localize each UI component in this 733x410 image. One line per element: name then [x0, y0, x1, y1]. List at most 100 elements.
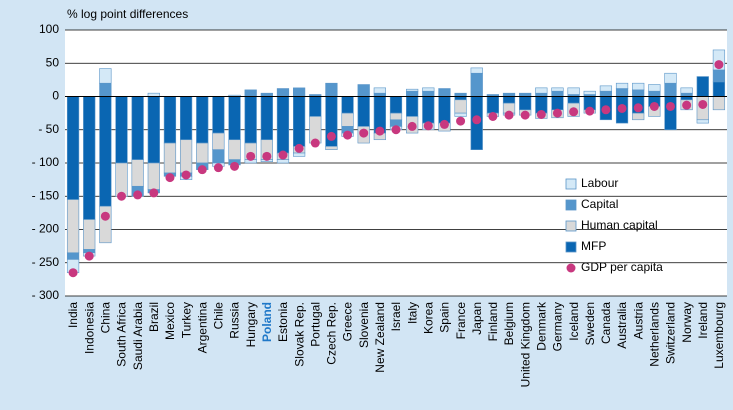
bar-segment	[648, 84, 661, 92]
x-tick-label: Israel	[389, 302, 403, 331]
x-tick-label: Switzerland	[664, 302, 678, 364]
x-tick-label: Korea	[421, 302, 435, 334]
bar-segment	[179, 96, 193, 141]
legend-label: Human capital	[581, 218, 658, 232]
x-tick-label: India	[66, 302, 80, 328]
bar-segment	[502, 96, 516, 104]
gdp-dot	[278, 150, 288, 160]
x-tick-label: Portugal	[308, 302, 322, 347]
x-tick-label: Italy	[405, 302, 419, 324]
x-tick-label: Saudi Arabia	[131, 302, 145, 370]
gdp-dot	[84, 251, 94, 261]
bar-segment	[519, 96, 532, 111]
bar-segment	[438, 96, 451, 124]
gdp-dot	[213, 163, 223, 173]
bar-segment	[535, 87, 548, 94]
gdp-dot	[310, 138, 320, 148]
bar-segment	[615, 82, 629, 89]
bar-segment	[389, 96, 403, 114]
gdp-dot	[601, 105, 611, 115]
bar-segment	[66, 199, 80, 254]
x-tick-label: Chile	[212, 302, 226, 330]
x-tick-label: Canada	[599, 302, 613, 344]
bar-segment	[115, 162, 128, 197]
bar-segment	[373, 87, 386, 94]
bar-segment	[228, 96, 241, 141]
bar-segment	[99, 82, 112, 97]
gdp-dot	[536, 109, 546, 119]
bar-segment	[276, 96, 290, 154]
y-axis-label: % log point differences	[67, 7, 188, 21]
bar-segment	[99, 68, 112, 84]
x-tick-label: Brazil	[147, 302, 161, 332]
bar-segment	[228, 139, 241, 160]
x-tick-label: Ireland	[696, 302, 710, 339]
bar-segment	[406, 96, 419, 117]
x-tick-label: Poland	[260, 302, 274, 342]
bar-segment	[406, 90, 419, 97]
bar-segment	[583, 90, 596, 95]
gdp-dot	[472, 115, 482, 125]
x-tick-label: Austria	[631, 302, 645, 340]
legend-label: Labour	[581, 176, 618, 190]
x-tick-label: Germany	[551, 302, 565, 351]
bar-segment	[341, 112, 354, 127]
bar-segment	[664, 72, 677, 84]
bar-segment	[712, 81, 726, 97]
y-tick-label: - 300	[32, 288, 60, 302]
gdp-dot	[504, 110, 514, 120]
bar-segment	[293, 152, 306, 157]
bar-segment	[341, 96, 354, 114]
x-tick-label: Iceland	[567, 302, 581, 341]
gdp-dot	[552, 108, 562, 118]
bar-segment	[615, 88, 629, 97]
gdp-dot	[246, 151, 256, 161]
bar-segment	[357, 84, 370, 97]
x-tick-label: Czech Rep.	[325, 302, 339, 365]
bar-segment	[325, 82, 338, 97]
bar-segment	[389, 112, 403, 121]
gdp-dot	[343, 130, 353, 140]
bar-segment	[99, 205, 112, 244]
bar-segment	[696, 119, 709, 124]
gdp-dot	[197, 165, 207, 175]
bar-segment	[551, 90, 564, 97]
legend-label: Capital	[581, 197, 618, 211]
x-tick-label: South Africa	[115, 302, 129, 367]
x-tick-label: New Zealand	[373, 302, 387, 373]
x-tick-label: Mexico	[163, 302, 177, 340]
gdp-dot	[665, 101, 675, 111]
bar-segment	[712, 69, 726, 83]
bar-segment	[147, 162, 160, 190]
x-tick-label: Greece	[341, 302, 355, 342]
x-tick-label: Norway	[680, 302, 694, 343]
gdp-dot	[117, 191, 127, 201]
x-tick-label: Turkey	[179, 302, 193, 338]
bar-segment	[632, 82, 645, 91]
x-tick-label: Argentina	[195, 302, 209, 354]
x-tick-label: Slovenia	[357, 302, 371, 348]
bar-segment	[325, 146, 338, 150]
bar-segment	[196, 96, 209, 144]
y-tick-label: - 250	[32, 255, 60, 269]
gdp-dot	[149, 188, 159, 198]
x-tick-label: United Kingdom	[518, 302, 532, 387]
bar-segment	[131, 159, 144, 187]
gdp-dot	[262, 151, 272, 161]
gdp-dot	[407, 121, 417, 131]
gdp-dot	[439, 119, 449, 129]
bar-segment	[66, 252, 80, 260]
bar-segment	[712, 96, 726, 111]
y-tick-label: 50	[46, 55, 60, 69]
gdp-dot	[133, 190, 143, 200]
bar-segment	[422, 87, 435, 92]
bar-segment	[599, 90, 613, 97]
gdp-dot	[165, 173, 175, 183]
y-tick-label: - 100	[32, 155, 60, 169]
legend-swatch	[565, 241, 577, 253]
bar-segment	[632, 89, 645, 97]
bar-segment	[147, 96, 160, 164]
x-tick-label: Hungary	[244, 302, 258, 347]
x-tick-label: Sweden	[583, 302, 597, 345]
bar-segment	[244, 96, 257, 144]
